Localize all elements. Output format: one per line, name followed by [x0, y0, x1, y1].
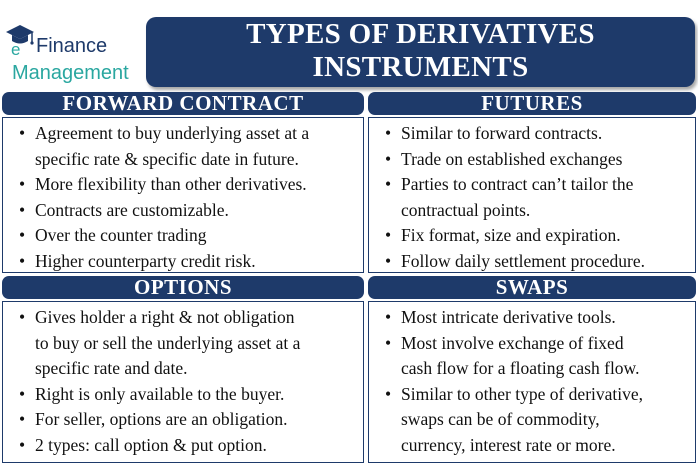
- forward-contract-panel: Agreement to buy underlying asset at a s…: [2, 117, 364, 274]
- list-item: More flexibility than other derivatives.: [19, 172, 359, 198]
- list-item: Most involve exchange of fixed: [385, 331, 691, 357]
- list-item: specific rate and date.: [35, 358, 188, 378]
- options-heading: OPTIONS: [2, 276, 364, 299]
- svg-text:e: e: [11, 40, 20, 56]
- title-line-2: INSTRUMENTS: [312, 51, 529, 83]
- list-item: Parties to contract can’t tailor the: [385, 172, 691, 198]
- list-item: Most intricate derivative tools.: [385, 305, 691, 331]
- swaps-panel: Most intricate derivative tools. Most in…: [368, 301, 696, 463]
- list-item: For seller, options are an obligation.: [19, 407, 359, 433]
- list-item: Right is only available to the buyer.: [19, 382, 359, 408]
- list-item: contractual points.: [401, 199, 531, 220]
- list-item: swaps can be of commodity,: [401, 409, 600, 429]
- list-item: Contracts are customizable.: [19, 198, 359, 224]
- swaps-list: Most intricate derivative tools. Most in…: [369, 302, 695, 458]
- list-item: to buy or sell the underlying asset at a: [35, 332, 301, 353]
- title-banner: TYPES OF DERIVATIVES INSTRUMENTS: [146, 17, 695, 87]
- logo-text-management: Management: [12, 62, 129, 84]
- brand-logo: e Finance Management: [2, 22, 142, 86]
- futures-list: Similar to forward contracts. Trade on e…: [369, 118, 695, 274]
- list-item: Agreement to buy underlying asset at a: [19, 121, 359, 147]
- list-item: Trade on established exchanges: [385, 147, 691, 173]
- list-item: specific rate & specific date in future.: [35, 148, 299, 169]
- page-title: TYPES OF DERIVATIVES INSTRUMENTS: [146, 18, 695, 84]
- graduation-cap-e-icon: e: [6, 25, 34, 56]
- options-panel: Gives holder a right & not obligation to…: [2, 301, 364, 463]
- list-item: 2 types: call option & put option.: [19, 433, 359, 459]
- list-item: Gives holder a right & not obligation: [19, 305, 359, 331]
- list-item: cash flow for a floating cash flow.: [401, 358, 640, 378]
- forward-contract-list: Agreement to buy underlying asset at a s…: [3, 118, 363, 274]
- futures-panel: Similar to forward contracts. Trade on e…: [368, 117, 696, 274]
- title-line-1: TYPES OF DERIVATIVES: [246, 18, 595, 50]
- futures-heading: FUTURES: [368, 92, 696, 115]
- list-item: Fix format, size and expiration.: [385, 223, 691, 249]
- list-item: Higher counterparty credit risk.: [19, 249, 359, 275]
- list-item: Follow daily settlement procedure.: [385, 249, 691, 275]
- forward-contract-heading: FORWARD CONTRACT: [2, 92, 364, 115]
- list-item: Similar to other type of derivative,: [385, 382, 691, 408]
- list-item: Similar to forward contracts.: [385, 121, 691, 147]
- list-item: Over the counter trading: [19, 223, 359, 249]
- swaps-heading: SWAPS: [368, 276, 696, 299]
- logo-text-finance: Finance: [36, 35, 108, 57]
- options-list: Gives holder a right & not obligation to…: [3, 302, 363, 458]
- list-item: currency, interest rate or more.: [401, 434, 616, 455]
